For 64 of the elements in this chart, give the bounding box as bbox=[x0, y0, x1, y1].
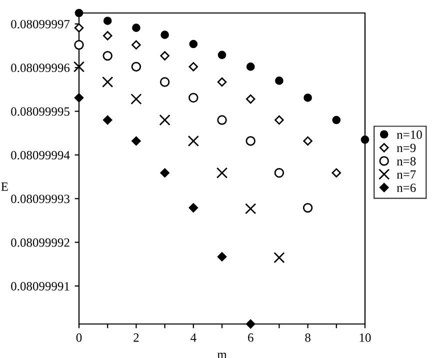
point bbox=[188, 135, 199, 147]
point bbox=[74, 23, 84, 32]
point bbox=[132, 40, 141, 50]
point bbox=[102, 76, 114, 88]
point bbox=[73, 61, 85, 72]
point bbox=[246, 94, 256, 104]
x-tick-label: 2 bbox=[134, 333, 139, 342]
legend-label: n=10 bbox=[396, 130, 422, 139]
y-tick-label: 0.08099994 bbox=[11, 150, 70, 160]
point bbox=[131, 62, 142, 72]
point bbox=[130, 93, 142, 105]
y-axis-title: E bbox=[1, 182, 8, 191]
point bbox=[274, 252, 285, 264]
point bbox=[160, 30, 169, 40]
point bbox=[188, 62, 198, 72]
x-tick-label: 4 bbox=[190, 333, 196, 342]
x-tick-label: 10 bbox=[360, 333, 371, 342]
point bbox=[74, 93, 84, 102]
point bbox=[159, 114, 170, 126]
point bbox=[216, 167, 228, 178]
point bbox=[246, 319, 256, 329]
y-tick-label: 0.08099995 bbox=[11, 107, 70, 116]
y-tick-label: 0.08099996 bbox=[11, 64, 70, 72]
point bbox=[304, 94, 312, 102]
x-tick-label: 0 bbox=[76, 333, 82, 342]
point bbox=[245, 203, 256, 214]
point bbox=[217, 252, 227, 262]
y-tick-label: 0.08099992 bbox=[11, 238, 70, 247]
point bbox=[132, 136, 141, 146]
point bbox=[160, 77, 170, 87]
point bbox=[102, 31, 112, 40]
point bbox=[332, 116, 341, 124]
point bbox=[303, 136, 312, 146]
point bbox=[217, 115, 227, 125]
point bbox=[360, 136, 370, 144]
point bbox=[217, 77, 227, 87]
legend-label: n=9 bbox=[396, 144, 416, 152]
point bbox=[188, 92, 198, 103]
x-tick-label: 8 bbox=[305, 333, 310, 342]
point bbox=[246, 62, 255, 71]
point bbox=[275, 76, 284, 85]
point bbox=[160, 51, 170, 60]
point bbox=[102, 115, 112, 125]
point bbox=[274, 115, 284, 125]
y-tick-label: 0.08099991 bbox=[11, 282, 70, 291]
point bbox=[302, 202, 313, 213]
point bbox=[102, 50, 112, 61]
legend-label: n=8 bbox=[396, 157, 416, 166]
point bbox=[189, 40, 198, 48]
y-tick-label: 0.08099993 bbox=[11, 194, 70, 204]
legend-label: n=6 bbox=[396, 184, 416, 192]
y-tick-label: 0.08099997 bbox=[11, 20, 70, 28]
x-tick-label: 6 bbox=[248, 333, 254, 342]
point bbox=[74, 40, 84, 50]
point bbox=[103, 16, 112, 26]
point bbox=[274, 168, 284, 178]
point bbox=[246, 136, 256, 146]
point bbox=[132, 24, 140, 32]
legend-label: n=7 bbox=[396, 170, 416, 179]
point bbox=[188, 203, 198, 212]
point bbox=[74, 8, 84, 18]
point bbox=[218, 50, 226, 60]
point bbox=[160, 168, 170, 178]
point bbox=[332, 168, 342, 178]
